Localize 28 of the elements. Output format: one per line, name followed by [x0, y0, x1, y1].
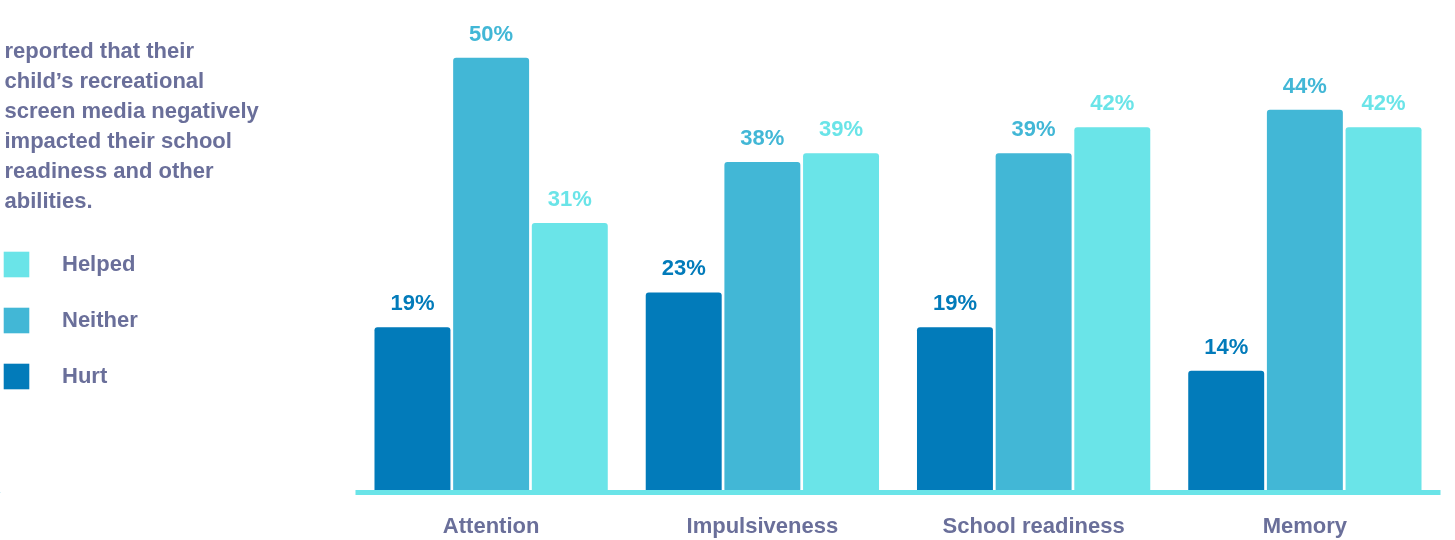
x-tick-label: Memory [1262, 512, 1348, 538]
bar [724, 162, 801, 493]
data-label: 42% [1361, 90, 1406, 116]
bar [453, 57, 530, 493]
bar [995, 153, 1072, 493]
bar [1188, 370, 1265, 493]
legend-label: Hurt [62, 363, 108, 389]
bar [916, 327, 993, 493]
x-tick-label: Attention [442, 512, 540, 538]
legend-label: Neither [62, 307, 138, 333]
bar [374, 327, 451, 493]
data-label: 23% [661, 255, 706, 281]
data-label: 44% [1282, 72, 1327, 98]
legend-label: Helped [62, 251, 136, 277]
bar [1266, 109, 1343, 493]
x-tick-label: Impulsiveness [686, 512, 839, 538]
data-label: 50% [469, 20, 514, 46]
data-label: 42% [1090, 90, 1135, 116]
x-tick-label: School readiness [942, 512, 1125, 538]
bar [645, 292, 722, 493]
text: reported that their child’s recreational screen media negatively impacted their school readiness and other abilities. [4, 37, 260, 213]
data-label: 39% [1011, 116, 1056, 142]
data-label: 19% [390, 290, 435, 316]
data-label: 38% [740, 125, 785, 151]
data-label: 14% [1204, 333, 1249, 359]
data-label: 19% [932, 290, 977, 316]
data-label: 39% [819, 116, 864, 142]
data-label: 31% [547, 185, 592, 211]
